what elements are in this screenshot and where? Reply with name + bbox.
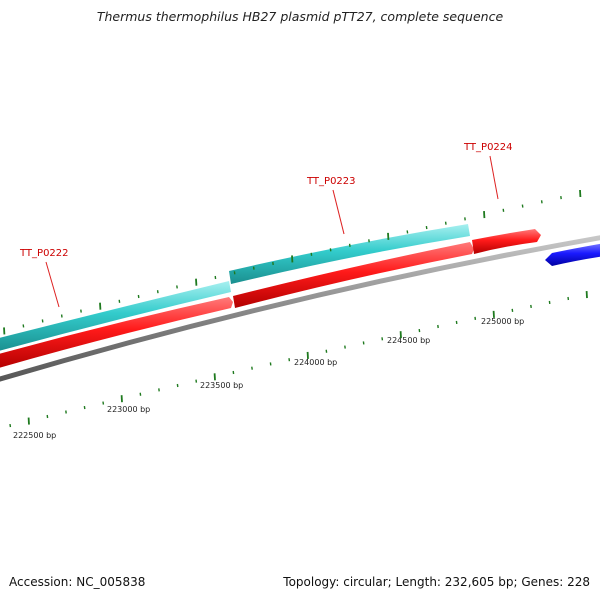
gene-arrow-reverse[interactable] (545, 243, 600, 266)
sequence-summary: Topology: circular; Length: 232,605 bp; … (283, 575, 590, 589)
gene-label-leader (332, 189, 345, 235)
gene-label[interactable]: TT_P0224 (463, 142, 513, 153)
position-label: 224500 bp (387, 336, 430, 345)
gene-label[interactable]: TT_P0222 (19, 248, 69, 259)
accession-text: Accession: NC_005838 (9, 575, 146, 589)
gene-arrow-TT_P0224[interactable] (472, 229, 541, 254)
backbone-track (0, 235, 600, 382)
cds-feature-TT_P0223[interactable] (229, 224, 470, 284)
position-label: 223500 bp (200, 381, 243, 390)
map-title: Thermus thermophilus HB27 plasmid pTT27,… (96, 9, 504, 24)
gene-label[interactable]: TT_P0223 (306, 176, 356, 187)
scale-ticks (3, 189, 588, 428)
gene-label-leader (45, 261, 60, 308)
gene-arrow-TT_P0222[interactable] (0, 297, 233, 369)
cds-feature-TT_P0222[interactable] (0, 281, 231, 352)
position-label: 222500 bp (13, 431, 56, 440)
position-label: 225000 bp (481, 317, 524, 326)
gene-label-leader (489, 155, 499, 200)
position-label: 223000 bp (107, 405, 150, 414)
position-label: 224000 bp (294, 358, 337, 367)
gene-arrow-TT_P0223[interactable] (233, 242, 474, 308)
